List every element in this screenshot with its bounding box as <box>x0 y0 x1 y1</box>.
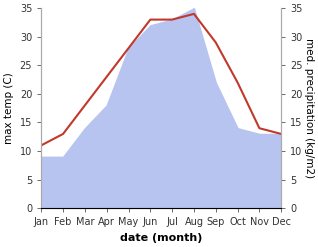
Y-axis label: max temp (C): max temp (C) <box>4 72 14 144</box>
X-axis label: date (month): date (month) <box>120 233 203 243</box>
Y-axis label: med. precipitation (kg/m2): med. precipitation (kg/m2) <box>304 38 314 178</box>
